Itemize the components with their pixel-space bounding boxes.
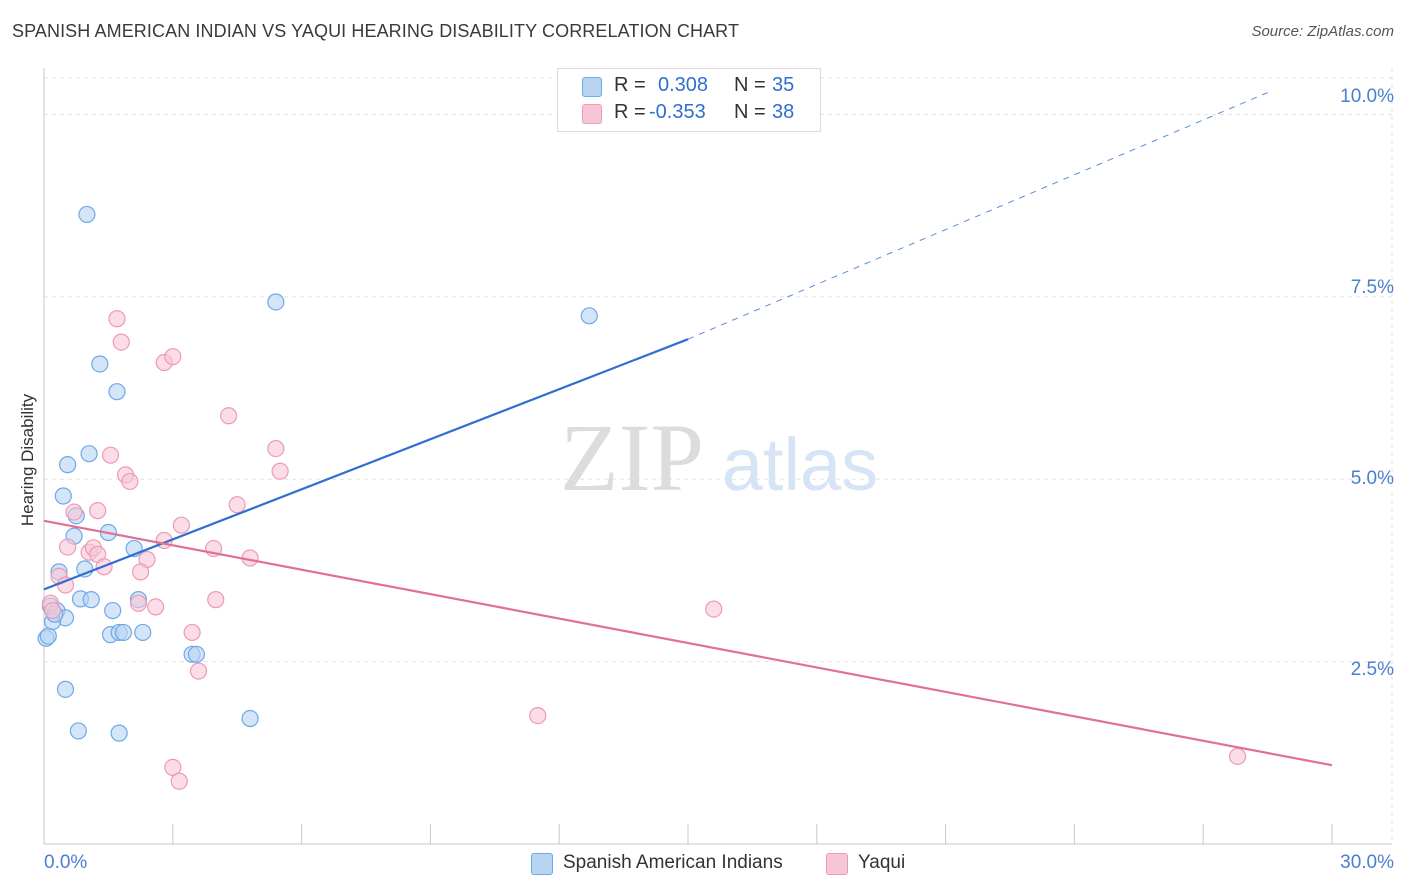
yaqui-point [132, 563, 150, 581]
r-label: R = [614, 101, 646, 123]
n-label: N = [734, 74, 766, 96]
spanish-american-indian-point [54, 487, 72, 505]
n-value: 35 [772, 74, 795, 96]
spanish-american-indian-point [39, 627, 57, 645]
legend: Spanish American Indians Yaqui [0, 851, 1406, 879]
r-value: 0.308 [658, 74, 709, 96]
yaqui-point [121, 472, 139, 491]
n-value: 38 [772, 101, 795, 123]
chart-title: SPANISH AMERICAN INDIAN VS YAQUI HEARING… [12, 21, 740, 41]
spanish-american-indian-point [110, 724, 128, 742]
x-tick-label-max: 30.0% [1340, 852, 1394, 873]
yaqui-point [1228, 747, 1247, 766]
spanish-american-indian-point [59, 456, 77, 474]
yaqui-point [271, 462, 289, 480]
spanish-american-indian-point [580, 307, 598, 325]
legend-label: Yaqui [858, 852, 906, 873]
spanish-american-indian-point [78, 205, 96, 224]
spanish-american-indian-point [104, 601, 122, 620]
n-label: N = [734, 101, 766, 123]
spanish-american-indian-trend-line-extension [687, 92, 1268, 340]
legend-swatch-pink [826, 853, 848, 875]
yaqui-point [164, 348, 182, 366]
source-credit: Source: ZipAtlas.com [1251, 23, 1394, 40]
watermark-atlas: atlas [722, 423, 878, 506]
yaqui-point [43, 601, 62, 620]
spanish-american-indian-point [134, 623, 152, 642]
spanish-american-indian-point [241, 709, 259, 728]
yaqui-point [228, 496, 246, 514]
blue-swatch [582, 77, 602, 97]
y-axis-title: Hearing Disability [18, 393, 37, 527]
legend-label: Spanish American Indians [563, 852, 783, 873]
y-tick-label-7-5: 7.5% [1350, 277, 1394, 298]
yaqui-point [170, 772, 188, 790]
yaqui-point [189, 662, 208, 680]
spanish-american-indian-point [114, 623, 133, 642]
spanish-american-indian-point [69, 722, 87, 740]
y-tick-label-10: 10.0% [1340, 86, 1394, 107]
yaqui-point [220, 407, 238, 425]
spanish-american-indian-point [80, 445, 98, 463]
yaqui-point [164, 758, 182, 777]
spanish-american-indian-trend-line [43, 338, 689, 591]
r-value: -0.353 [649, 101, 706, 123]
pink-swatch [582, 104, 602, 124]
spanish-american-indian-point [108, 383, 126, 401]
legend-swatch-blue [531, 853, 553, 875]
y-tick-label-2-5: 2.5% [1350, 659, 1394, 680]
r-label: R = [614, 74, 646, 96]
yaqui-point [112, 333, 130, 351]
yaqui-point [183, 623, 201, 642]
spanish-american-indian-point [187, 645, 206, 663]
yaqui-point [267, 439, 285, 458]
yaqui-point [59, 538, 77, 556]
yaqui-point [172, 516, 190, 534]
spanish-american-indian-point [267, 293, 285, 311]
watermark-zip: ZIP [560, 404, 704, 511]
x-tick-label-min: 0.0% [44, 852, 88, 873]
yaqui-point [101, 446, 120, 464]
yaqui-point [529, 707, 547, 725]
y-tick-label-5: 5.0% [1350, 468, 1394, 489]
yaqui-point [705, 600, 723, 618]
spanish-american-indian-point [91, 355, 109, 373]
yaqui-point [129, 594, 148, 612]
spanish-american-indian-point [82, 591, 100, 609]
yaqui-point [89, 502, 107, 520]
yaqui-point [207, 591, 225, 609]
yaqui-point [147, 598, 165, 616]
spanish-american-indian-point [56, 680, 75, 698]
yaqui-point [65, 503, 83, 521]
correlation-stats-box: R = 0.308 N = 35 R = -0.353 N = 38 [557, 68, 821, 132]
yaqui-trend-line [43, 519, 1333, 767]
yaqui-point [108, 310, 126, 328]
